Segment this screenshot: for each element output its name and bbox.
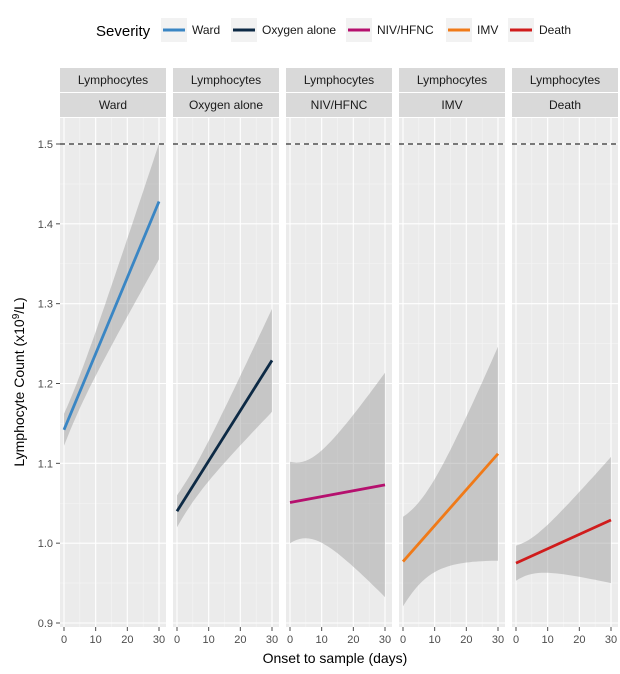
- y-tick-label-2: 1.1: [38, 458, 53, 470]
- y-tick-label-5: 1.4: [38, 219, 53, 231]
- x-tick-label-2-3: 30: [379, 634, 391, 646]
- x-tick-label-3-0: 0: [400, 634, 406, 646]
- trend-line-1: [175, 359, 274, 512]
- legend-label-3: IMV: [477, 23, 498, 37]
- facet-panel-3: Lymphocytes IMV 0 10 20 30: [399, 68, 505, 646]
- panel-bg-3: [399, 118, 505, 627]
- strip-bottom-bg-2: [286, 93, 392, 117]
- y-axis-title-exponent: 9: [11, 313, 22, 319]
- legend: Severity Ward Oxygen alone NIV/HFNC IMV Deat…: [96, 18, 571, 42]
- legend-label-1: Oxygen alone: [262, 23, 336, 37]
- trend-line-2: [289, 483, 386, 504]
- legend-label-2: NIV/HFNC: [377, 23, 434, 37]
- x-tick-label-3-1: 10: [429, 634, 441, 646]
- panel-bg-0: [60, 118, 166, 627]
- facet-panel-2: Lymphocytes NIV/HFNC 0 10 20 30: [286, 68, 392, 646]
- strip-top-label-0: Lymphocytes: [78, 73, 148, 87]
- facet-panel-0: Lymphocytes Ward 0 10 20 30: [60, 68, 166, 646]
- panel-bg-1: [173, 118, 279, 627]
- trend-line-4: [515, 518, 612, 565]
- x-tick-label-4-2: 20: [573, 634, 585, 646]
- strip-top-label-2: Lymphocytes: [304, 73, 374, 87]
- x-tick-label-2-1: 10: [316, 634, 328, 646]
- strip-bottom-bg-4: [512, 93, 618, 117]
- x-tick-label-3-3: 30: [492, 634, 504, 646]
- x-tick-label-1-2: 20: [234, 634, 246, 646]
- y-axis-title: Lymphocyte Count (x109/L): [11, 297, 28, 466]
- y-axis-title-unit: /L): [11, 297, 27, 313]
- facet-panel-4: Lymphocytes Death 0 10 20 30: [512, 68, 618, 646]
- y-tick-label-4: 1.3: [38, 299, 53, 311]
- y-tick-label-6: 1.5: [38, 139, 53, 151]
- strip-bottom-bg-0: [60, 93, 166, 117]
- strip-top-label-3: Lymphocytes: [417, 73, 487, 87]
- strip-bottom-label-2: NIV/HFNC: [311, 98, 368, 112]
- y-axis: 0.9 1.0 1.1 1.2 1.3 1.4 1.5: [38, 139, 60, 630]
- x-tick-label-4-0: 0: [513, 634, 519, 646]
- x-tick-label-2-0: 0: [287, 634, 293, 646]
- x-tick-label-0-1: 10: [90, 634, 102, 646]
- strip-top-label-4: Lymphocytes: [530, 73, 600, 87]
- panel-bg-2: [286, 118, 392, 627]
- x-tick-label-1-0: 0: [174, 634, 180, 646]
- strip-bottom-label-3: IMV: [441, 98, 462, 112]
- strip-top-bg-4: [512, 68, 618, 92]
- strip-bottom-label-0: Ward: [99, 98, 127, 112]
- x-tick-label-0-0: 0: [61, 634, 67, 646]
- x-tick-label-3-2: 20: [460, 634, 472, 646]
- confidence-band-2: [290, 372, 385, 598]
- legend-label-0: Ward: [192, 23, 220, 37]
- x-axis-title: Onset to sample (days): [263, 650, 408, 666]
- trend-line-0: [62, 200, 161, 431]
- x-tick-label-0-3: 30: [153, 634, 165, 646]
- confidence-band-3: [403, 346, 498, 607]
- x-tick-label-2-2: 20: [347, 634, 359, 646]
- strip-top-bg-2: [286, 68, 392, 92]
- strip-bottom-bg-1: [173, 93, 279, 117]
- x-tick-label-0-2: 20: [121, 634, 133, 646]
- strip-top-bg-1: [173, 68, 279, 92]
- x-tick-label-1-1: 10: [203, 634, 215, 646]
- x-tick-label-1-3: 30: [266, 634, 278, 646]
- strip-top-label-1: Lymphocytes: [191, 73, 261, 87]
- trend-line-3: [401, 452, 500, 563]
- legend-label-4: Death: [539, 23, 571, 37]
- y-axis-title-main: Lymphocyte Count (x10: [11, 319, 27, 467]
- strip-top-bg-3: [399, 68, 505, 92]
- legend-title: Severity: [96, 23, 151, 40]
- x-tick-label-4-1: 10: [542, 634, 554, 646]
- strip-bottom-label-4: Death: [549, 98, 581, 112]
- strip-bottom-label-1: Oxygen alone: [189, 98, 263, 112]
- x-tick-label-4-3: 30: [605, 634, 617, 646]
- y-tick-label-0: 0.9: [38, 618, 53, 630]
- facet-panels: Lymphocytes Ward 0 10 20 30 Lymphocytes Oxygen …: [60, 68, 618, 646]
- strip-bottom-bg-3: [399, 93, 505, 117]
- strip-top-bg-0: [60, 68, 166, 92]
- facet-panel-1: Lymphocytes Oxygen alone 0 10 20 30: [173, 68, 279, 646]
- y-tick-label-3: 1.2: [38, 379, 53, 391]
- y-tick-label-1: 1.0: [38, 538, 53, 550]
